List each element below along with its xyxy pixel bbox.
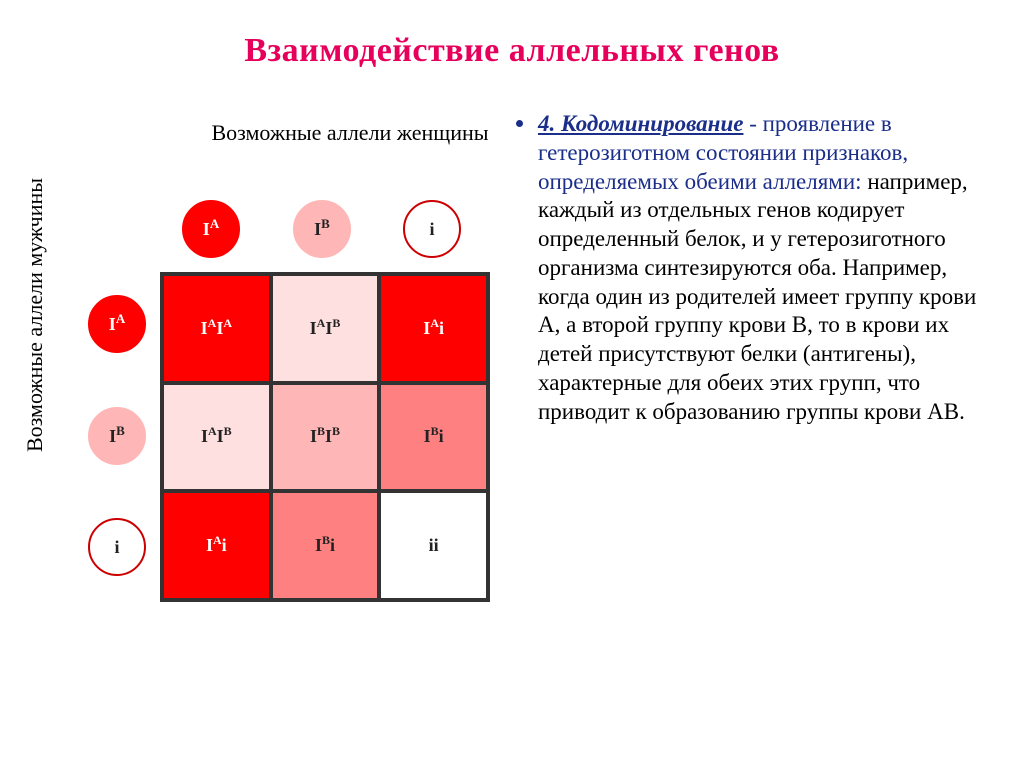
punnett-grid: IAIA IAIB IAi IAIB IBIB IBi IAi IBi ii xyxy=(160,272,490,602)
row-allele-circle: IA xyxy=(88,295,146,353)
allele-label: IB xyxy=(109,426,125,447)
genotype-label: IBIB xyxy=(310,426,340,447)
dash-label: - xyxy=(743,111,762,136)
genotype-label: ii xyxy=(429,535,439,556)
punnett-diagram: Возможные аллели женщины Возможные аллел… xyxy=(30,110,490,650)
punnett-cell: IAi xyxy=(379,274,488,383)
row-allele-circle: IB xyxy=(88,407,146,465)
definition-panel: 4. Кодоминирование - проявление в гетеро… xyxy=(510,110,994,650)
punnett-cell: IBIB xyxy=(271,383,380,492)
allele-label: i xyxy=(429,219,434,240)
punnett-cell: IAIB xyxy=(271,274,380,383)
col-allele-circle: IB xyxy=(293,200,351,258)
genotype-label: IBi xyxy=(315,535,335,556)
row-header-label: Возможные аллели мужчины xyxy=(22,165,48,465)
punnett-cell: IAIB xyxy=(162,383,271,492)
column-header-label: Возможные аллели женщины xyxy=(200,120,500,146)
punnett-cell: IBi xyxy=(271,491,380,600)
page-title: Взаимодействие аллельных генов xyxy=(0,0,1024,70)
allele-label: i xyxy=(114,537,119,558)
term-label: 4. Кодоминирование xyxy=(538,111,743,136)
definition-body-text: например, каждый из отдельных генов коди… xyxy=(538,169,976,424)
definition-paragraph: 4. Кодоминирование - проявление в гетеро… xyxy=(510,110,994,426)
genotype-label: IAi xyxy=(423,318,444,339)
col-allele-circle: i xyxy=(403,200,461,258)
allele-label: IA xyxy=(203,219,219,240)
punnett-cell: IAIA xyxy=(162,274,271,383)
genotype-label: IAi xyxy=(206,535,227,556)
punnett-cell: ii xyxy=(379,491,488,600)
bullet-icon xyxy=(516,120,523,127)
genotype-label: IBi xyxy=(424,426,444,447)
genotype-label: IAIB xyxy=(310,318,341,339)
genotype-label: IAIA xyxy=(201,318,232,339)
punnett-cell: IBi xyxy=(379,383,488,492)
col-allele-circle: IA xyxy=(182,200,240,258)
row-allele-circle: i xyxy=(88,518,146,576)
allele-label: IB xyxy=(314,219,330,240)
punnett-cell: IAi xyxy=(162,491,271,600)
genotype-label: IAIB xyxy=(201,426,232,447)
content-row: Возможные аллели женщины Возможные аллел… xyxy=(0,70,1024,650)
allele-label: IA xyxy=(109,314,125,335)
